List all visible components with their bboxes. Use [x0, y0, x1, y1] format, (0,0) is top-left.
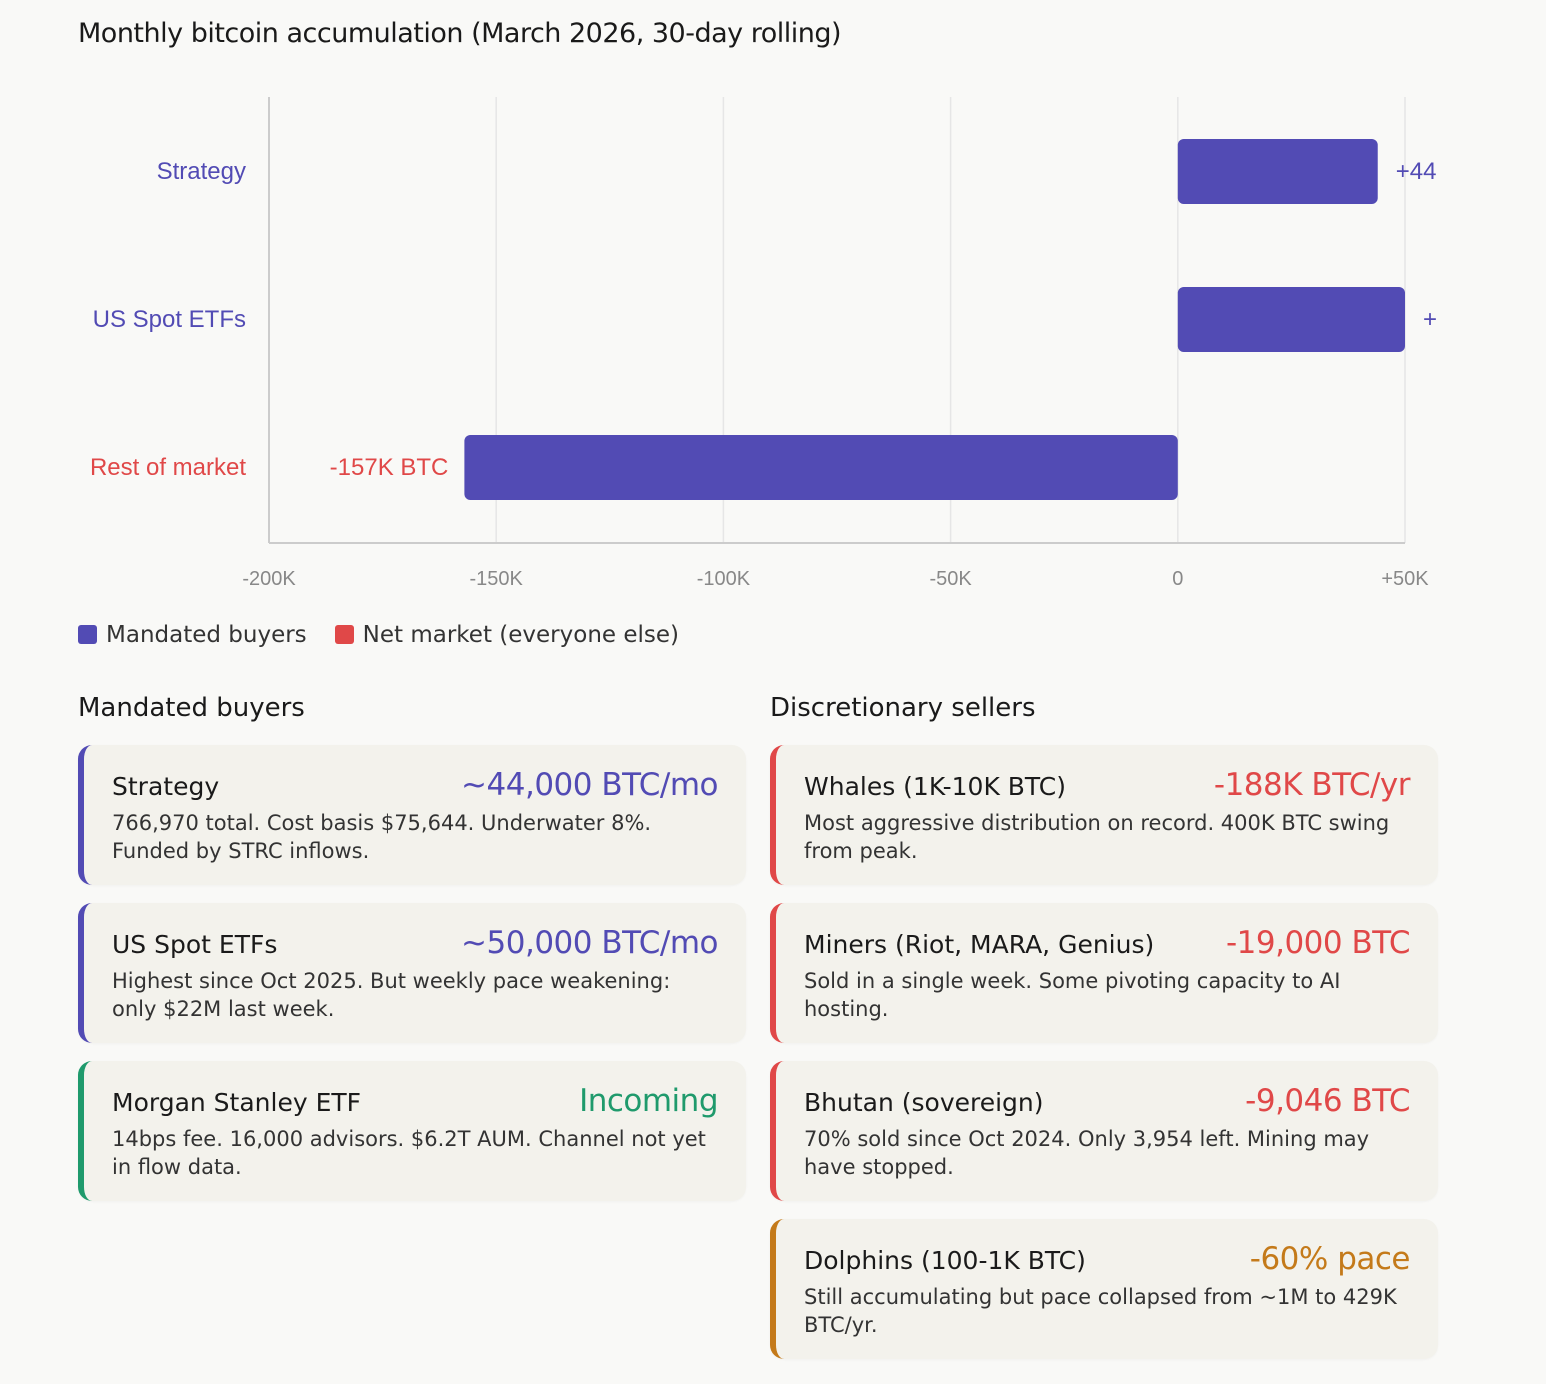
x-tick-label: 0	[1172, 568, 1183, 590]
bar	[1177, 139, 1378, 204]
card-name: Whales (1K-10K BTC)	[804, 772, 1066, 801]
card-value: -19,000 BTC	[1225, 925, 1411, 961]
card-header: Miners (Riot, MARA, Genius) -19,000 BTC	[804, 925, 1411, 961]
buyers-list: Strategy ~44,000 BTC/mo 766,970 total. Cos…	[78, 745, 746, 1201]
card: Strategy ~44,000 BTC/mo 766,970 total. Cos…	[78, 745, 746, 885]
legend-item-net-market: Net market (everyone else)	[334, 622, 680, 648]
card-value: -60% pace	[1249, 1241, 1411, 1277]
data-label: +44	[1396, 158, 1437, 185]
card-header: Strategy ~44,000 BTC/mo	[112, 767, 718, 803]
card-name: Strategy	[112, 772, 220, 801]
card-description: 70% sold since Oct 2024. Only 3,954 left…	[804, 1127, 1370, 1179]
card-name: Miners (Riot, MARA, Genius)	[804, 930, 1155, 959]
card-description: Most aggressive distribution on record. …	[804, 811, 1390, 863]
legend-label: Net market (everyone else)	[362, 622, 680, 648]
x-tick-label: -100K	[697, 568, 751, 590]
card-value: -9,046 BTC	[1245, 1083, 1410, 1119]
x-tick-label: -150K	[470, 568, 524, 590]
card-header: US Spot ETFs ~50,000 BTC/mo	[112, 925, 718, 961]
bar	[464, 435, 1178, 500]
card: Dolphins (100-1K BTC) -60% pace Still accu…	[770, 1219, 1438, 1359]
x-tick-label: -50K	[929, 568, 972, 590]
legend-swatch	[334, 625, 354, 644]
category-label: Strategy	[157, 158, 246, 185]
card-value: ~50,000 BTC/mo	[461, 925, 718, 961]
card: Whales (1K-10K BTC) -188K BTC/yr Most aggr…	[770, 745, 1438, 885]
chart-title: Monthly bitcoin accumulation (March 2026…	[78, 18, 842, 49]
card: Bhutan (sovereign) -9,046 BTC 70% sold sin…	[770, 1061, 1438, 1201]
card-name: Dolphins (100-1K BTC)	[804, 1246, 1086, 1275]
card-header: Dolphins (100-1K BTC) -60% pace	[804, 1241, 1411, 1277]
legend-label: Mandated buyers	[106, 622, 307, 648]
data-label: -157K BTC	[330, 454, 449, 481]
legend: Mandated buyers Net market (everyone els…	[78, 622, 679, 648]
x-tick-label: -200K	[242, 568, 296, 590]
legend-swatch	[78, 625, 97, 644]
sellers-list: Whales (1K-10K BTC) -188K BTC/yr Most aggr…	[770, 745, 1438, 1359]
card-value: -188K BTC/yr	[1213, 767, 1411, 803]
card-header: Bhutan (sovereign) -9,046 BTC	[804, 1083, 1410, 1119]
card-name: Morgan Stanley ETF	[112, 1088, 362, 1117]
card-name: US Spot ETFs	[112, 930, 278, 959]
card-header: Whales (1K-10K BTC) -188K BTC/yr	[804, 767, 1411, 803]
card-name: Bhutan (sovereign)	[804, 1088, 1044, 1117]
category-label: US Spot ETFs	[93, 306, 246, 333]
card: US Spot ETFs ~50,000 BTC/mo Highest since …	[78, 903, 746, 1043]
x-tick-label: +50K	[1381, 568, 1429, 590]
card-description: Still accumulating but pace collapsed fr…	[804, 1285, 1397, 1337]
card-value: ~44,000 BTC/mo	[461, 767, 718, 803]
legend-item-mandated: Mandated buyers	[78, 622, 307, 648]
card-description: Sold in a single week. Some pivoting cap…	[804, 969, 1341, 1021]
card: Miners (Riot, MARA, Genius) -19,000 BTC So…	[770, 903, 1438, 1043]
bar-chart: -200K -150K -100K -50K 0 +50K Strategy +44 US Sp…	[90, 97, 1437, 590]
card-description: 766,970 total. Cost basis $75,644. Under…	[112, 811, 652, 863]
card-header: Morgan Stanley ETF Incoming	[112, 1083, 718, 1119]
card: Morgan Stanley ETF Incoming 14bps fee. 16,…	[78, 1061, 746, 1201]
card-description: 14bps fee. 16,000 advisors. $6.2T AUM. C…	[112, 1127, 706, 1179]
bar	[1177, 287, 1405, 352]
card-description: Highest since Oct 2025. But weekly pace …	[112, 969, 671, 1021]
buyers-heading: Mandated buyers	[78, 693, 305, 723]
category-label: Rest of market	[90, 454, 246, 481]
data-label: +	[1423, 306, 1437, 333]
card-value: Incoming	[579, 1083, 718, 1119]
sellers-heading: Discretionary sellers	[770, 693, 1036, 723]
